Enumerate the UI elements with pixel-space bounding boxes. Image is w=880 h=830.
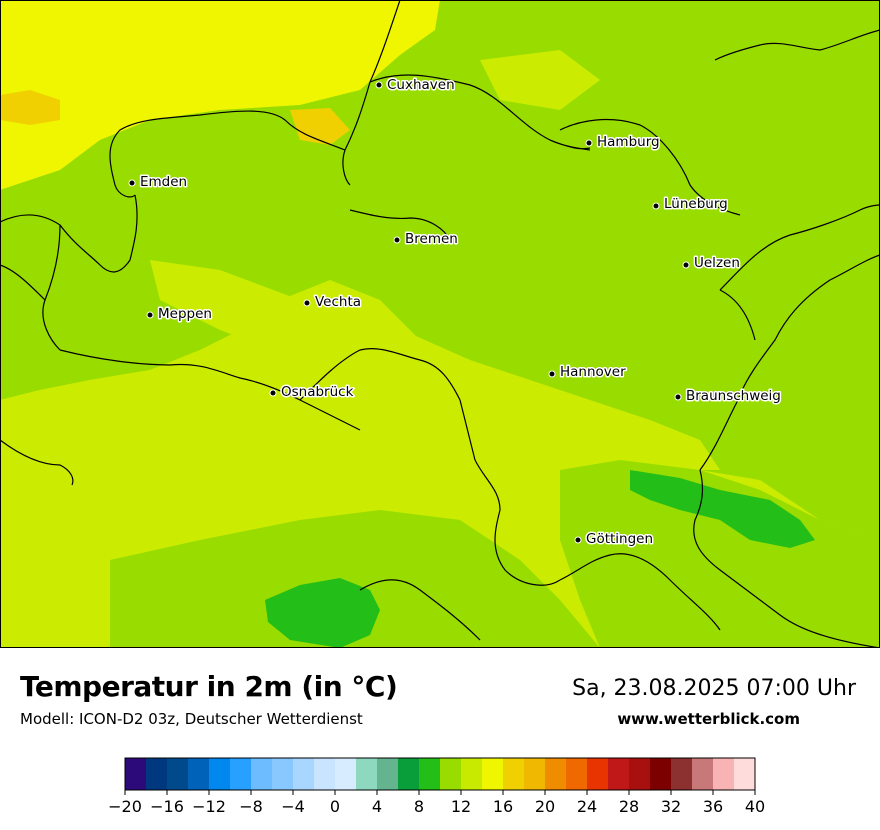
color-legend-swatch [524, 758, 546, 790]
temperature-zone-light [480, 50, 600, 110]
city-vechta: Vechta [303, 293, 363, 312]
color-legend-swatch [566, 758, 588, 790]
city-meppen: Meppen [146, 305, 213, 324]
color-legend-tick-label: −20 [108, 797, 142, 816]
color-legend-tick-label: 12 [451, 797, 471, 816]
temperature-zone-green [110, 510, 600, 648]
color-legend-tick-label: 4 [372, 797, 382, 816]
color-legend-swatch [734, 758, 756, 790]
color-legend-swatch [272, 758, 294, 790]
temperature-zone-green [0, 0, 880, 540]
temperature-zone-yellow [0, 0, 440, 190]
color-legend-tick-label: 8 [414, 797, 424, 816]
map-title: Temperatur in 2m (in °C) [20, 670, 398, 703]
city-emden: Emden [128, 173, 189, 192]
color-legend-swatch [167, 758, 189, 790]
temperature-map: Cuxhaven Hamburg Emden Lüneburg Bremen U… [0, 0, 880, 648]
color-legend-swatch [230, 758, 252, 790]
color-legend-swatch [629, 758, 651, 790]
temperature-zone-dark-green [630, 470, 815, 548]
city-label: Meppen [158, 306, 212, 322]
color-legend-swatch [671, 758, 693, 790]
color-legend-swatch [587, 758, 609, 790]
color-legend-swatch [503, 758, 525, 790]
city-label: Uelzen [694, 255, 740, 271]
coastlines [0, 0, 880, 648]
city-hannover: Hannover [548, 363, 628, 382]
color-legend-swatches [125, 758, 756, 790]
color-legend-tick-label: 0 [330, 797, 340, 816]
city-uelzen: Uelzen [682, 254, 741, 273]
color-legend-frame [124, 757, 756, 791]
model-info: Modell: ICON-D2 03z, Deutscher Wetterdie… [20, 710, 363, 728]
color-legend-swatch [545, 758, 567, 790]
color-legend-swatch [692, 758, 714, 790]
temperature-zone-orange [0, 90, 60, 125]
color-legend-swatch [209, 758, 231, 790]
color-legend-tick-label: −8 [239, 797, 263, 816]
color-legend-ticks: −20 −16 −12 −8 −4 0 4 8 12 16 20 24 28 32 36 40 [108, 790, 765, 816]
city-goettingen: Göttingen [574, 530, 655, 549]
city-label: Vechta [315, 294, 361, 310]
color-legend-swatch [482, 758, 504, 790]
city-label: Braunschweig [686, 388, 781, 404]
city-lueneburg: Lüneburg [652, 195, 729, 214]
color-legend-swatch [356, 758, 378, 790]
city-hamburg: Hamburg [585, 133, 661, 152]
color-legend-swatch [713, 758, 735, 790]
color-legend-swatch [377, 758, 399, 790]
temperature-zone-green [560, 460, 880, 648]
color-legend-tick-label: 40 [745, 797, 765, 816]
city-label: Göttingen [586, 531, 653, 547]
website-link[interactable]: www.wetterblick.com [617, 710, 800, 728]
forecast-datetime: Sa, 23.08.2025 07:00 Uhr [572, 676, 856, 701]
city-osnabrueck: Osnabrück [269, 383, 355, 402]
color-legend-swatch [419, 758, 441, 790]
city-braunschweig: Braunschweig [674, 387, 782, 406]
color-legend-swatch [398, 758, 420, 790]
city-cuxhaven: Cuxhaven [375, 76, 456, 95]
color-legend-swatch [146, 758, 168, 790]
color-legend-swatch [188, 758, 210, 790]
city-label: Osnabrück [281, 384, 354, 400]
color-legend-swatch [650, 758, 672, 790]
color-legend-tick-label: 32 [661, 797, 681, 816]
color-legend-swatch [608, 758, 630, 790]
color-legend-swatch [461, 758, 483, 790]
color-legend-swatch [335, 758, 357, 790]
color-legend-tick-label: −4 [281, 797, 305, 816]
color-legend-tick-label: −16 [150, 797, 184, 816]
city-label: Hamburg [597, 134, 660, 150]
color-legend-swatch [440, 758, 462, 790]
color-legend: −20 −16 −12 −8 −4 0 4 8 12 16 20 24 28 32 36 40 [108, 757, 765, 816]
city-label: Cuxhaven [387, 77, 455, 93]
color-legend-swatch [314, 758, 336, 790]
color-legend-tick-label: 16 [493, 797, 513, 816]
city-label: Hannover [560, 364, 626, 380]
color-legend-swatch [125, 758, 147, 790]
color-legend-tick-label: 24 [577, 797, 597, 816]
city-bremen: Bremen [393, 230, 459, 249]
temperature-zone-dark-green [265, 578, 380, 648]
city-label: Bremen [405, 231, 458, 247]
color-legend-swatch [251, 758, 273, 790]
temperature-zone-light [0, 330, 260, 510]
city-label: Lüneburg [664, 196, 728, 212]
temperature-zone-orange [290, 108, 350, 145]
color-legend-tick-label: 36 [703, 797, 723, 816]
color-legend-tick-label: 28 [619, 797, 639, 816]
city-label: Emden [140, 174, 187, 190]
color-legend-swatch [293, 758, 315, 790]
color-legend-tick-label: −12 [192, 797, 226, 816]
color-legend-tick-label: 20 [535, 797, 555, 816]
temperature-zone-light [150, 260, 720, 470]
